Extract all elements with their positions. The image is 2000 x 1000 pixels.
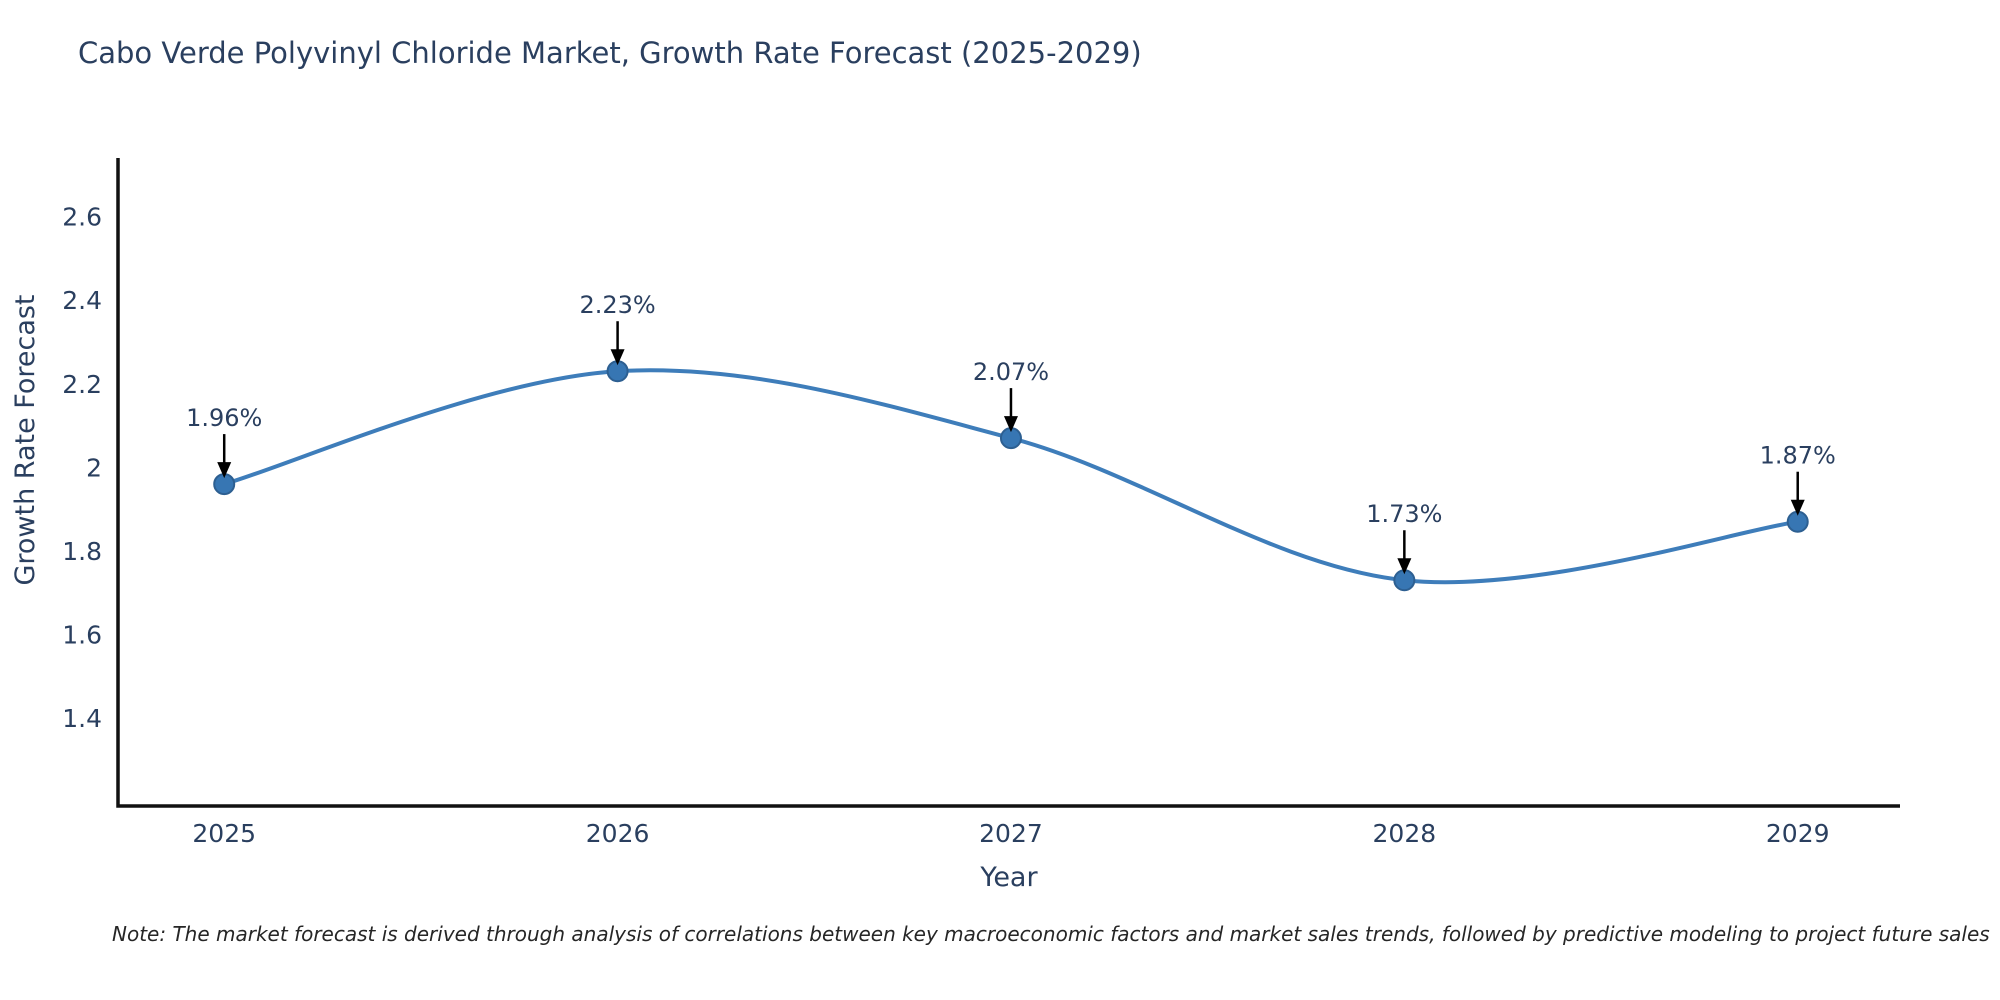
chart-title: Cabo Verde Polyvinyl Chloride Market, Gr… [78, 36, 1142, 70]
point-annotation-label: 2.23% [579, 291, 655, 319]
footnote: Note: The market forecast is derived thr… [112, 922, 1990, 946]
annotation-arrow-head [1790, 499, 1805, 516]
y-axis-title: Growth Rate Forecast [10, 294, 41, 585]
y-tick-label: 2.4 [62, 286, 102, 315]
annotation-arrow-head [1397, 558, 1412, 575]
point-annotation-label: 1.96% [186, 404, 262, 432]
point-annotation-label: 1.73% [1366, 500, 1442, 528]
point-annotation-label: 1.87% [1760, 442, 1836, 470]
y-tick-label: 1.4 [62, 704, 102, 733]
point-annotation-label: 2.07% [973, 358, 1049, 386]
annotation-arrow-head [1003, 416, 1018, 433]
x-tick-label: 2026 [586, 819, 650, 848]
axis-lines [116, 158, 1900, 808]
x-axis-title: Year [979, 862, 1038, 893]
x-tick-label: 2029 [1766, 819, 1830, 848]
annotation-arrow-head [217, 462, 232, 479]
x-tick-label: 2028 [1373, 819, 1437, 848]
y-tick-label: 1.6 [62, 621, 102, 650]
y-tick-label: 2.2 [62, 370, 102, 399]
annotation-arrow-head [610, 349, 625, 366]
x-tick-label: 2025 [192, 819, 256, 848]
x-tick-label: 2027 [979, 819, 1043, 848]
y-tick-label: 2.6 [62, 203, 102, 232]
y-tick-label: 2 [86, 453, 102, 482]
y-tick-label: 1.8 [62, 537, 102, 566]
